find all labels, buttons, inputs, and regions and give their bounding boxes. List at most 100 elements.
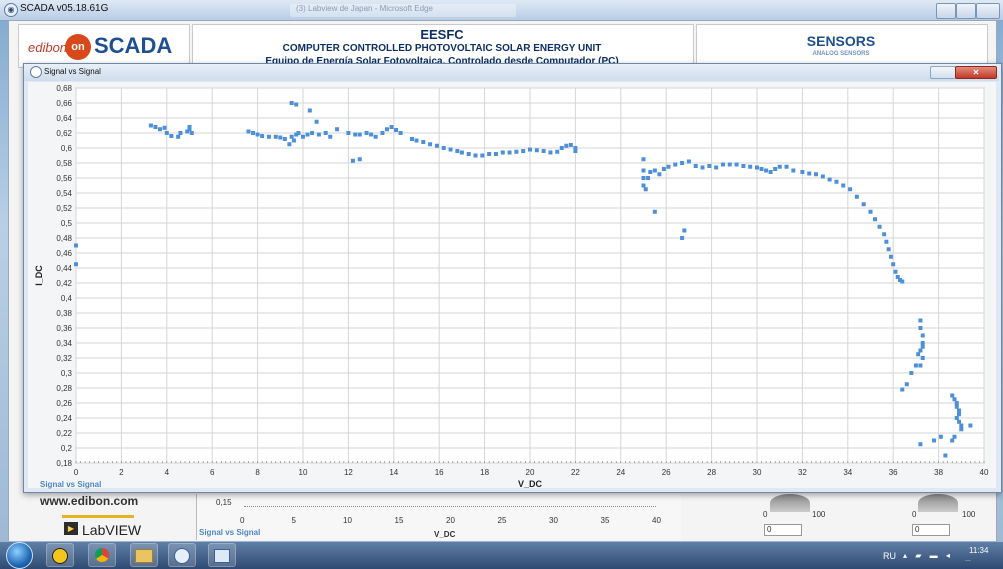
lower-x-axis <box>244 506 656 507</box>
lower-x-tick-label: 10 <box>343 516 352 525</box>
dial-1[interactable] <box>770 494 810 512</box>
data-point <box>328 134 333 139</box>
x-tick-label: 14 <box>389 468 398 477</box>
popup-titlebar[interactable] <box>24 64 999 81</box>
taskbar-chrome[interactable] <box>88 543 116 567</box>
popup-close-button[interactable]: ✕ <box>955 66 997 79</box>
dial-2-value[interactable]: 0 <box>912 524 950 536</box>
data-point <box>950 438 955 443</box>
lower-x-tick-label: 20 <box>446 516 455 525</box>
data-point <box>307 108 312 113</box>
data-point <box>748 164 753 169</box>
data-point <box>768 170 773 174</box>
app-minimize-button[interactable] <box>936 3 956 19</box>
data-point <box>950 393 955 398</box>
x-tick-label: 38 <box>934 468 943 477</box>
taskbar-explorer[interactable] <box>130 543 158 567</box>
lower-x-tick-label: 5 <box>291 516 296 525</box>
taskbar-window[interactable] <box>208 543 236 567</box>
data-point <box>938 434 943 439</box>
y-tick-label: 0,42 <box>56 279 72 288</box>
data-point <box>459 150 464 155</box>
app-title: SCADA v05.18.61G <box>20 3 109 14</box>
popup-minimize-button[interactable] <box>930 66 956 79</box>
data-point <box>834 179 839 184</box>
data-point <box>682 228 687 233</box>
data-point <box>564 143 569 148</box>
data-point <box>755 165 759 170</box>
data-point <box>641 168 646 173</box>
data-point <box>932 438 937 443</box>
data-point <box>534 148 539 153</box>
data-point <box>353 132 358 137</box>
x-tick-label: 34 <box>843 468 852 477</box>
x-tick-label: 32 <box>798 468 807 477</box>
x-tick-label: 36 <box>889 468 898 477</box>
taskbar-scada[interactable] <box>168 543 196 567</box>
data-point <box>507 150 512 155</box>
y-tick-label: 0,48 <box>56 234 72 243</box>
start-button[interactable] <box>6 542 33 569</box>
plot-legend[interactable]: Signal vs Signal <box>40 480 102 489</box>
data-point <box>904 382 909 387</box>
data-point <box>260 134 265 138</box>
data-point <box>909 371 914 375</box>
popup-title: Signal vs Signal <box>44 67 101 76</box>
data-point <box>434 143 439 148</box>
data-point <box>487 152 492 156</box>
x-tick-label: 16 <box>435 468 444 477</box>
dial-1-min: 0 <box>763 510 768 519</box>
data-point <box>493 152 498 156</box>
data-point <box>178 131 183 135</box>
tray-language[interactable]: RU <box>883 551 896 561</box>
app-maximize-button[interactable] <box>956 3 976 19</box>
data-point <box>323 131 328 135</box>
popup-window-icon <box>30 66 42 78</box>
tray-icons[interactable]: ▴ ▰ ▬ ◂ <box>903 551 953 560</box>
labview-logo-text: LabVIEW <box>82 522 142 538</box>
y-tick-label: 0,36 <box>56 324 72 333</box>
data-point <box>357 132 362 137</box>
data-point <box>289 134 294 139</box>
data-point <box>466 152 471 156</box>
data-point <box>187 125 192 129</box>
data-point <box>346 131 351 135</box>
data-point <box>680 161 685 165</box>
dial-1-max: 100 <box>812 510 826 519</box>
data-point <box>189 131 194 135</box>
data-point <box>641 157 646 162</box>
data-point <box>898 278 903 282</box>
data-point <box>398 131 403 135</box>
data-point <box>727 162 732 167</box>
data-point <box>294 102 299 107</box>
data-point <box>646 176 651 180</box>
dial-1-value[interactable]: 0 <box>764 524 802 536</box>
tray-clock[interactable]: 11:34 <box>969 546 989 555</box>
dial-2-max: 100 <box>962 510 976 519</box>
data-point <box>641 183 646 188</box>
app-close-button[interactable] <box>976 3 1000 19</box>
edibon-logo-text: edibon <box>28 40 68 55</box>
scatter-chart: 0 2 4 6 8 10 12 14 16 18 20 22 24 26 28 30 32 34 36 38 400,1… <box>34 84 989 488</box>
blurred-tab[interactable]: (3) Labview de Japan - Microsoft Edge <box>290 4 516 17</box>
lower-plot <box>196 494 681 540</box>
data-point <box>541 149 546 153</box>
x-axis-label: V_DC <box>518 479 543 488</box>
data-point <box>741 164 746 168</box>
analog-sensors-subtitle: ANALOG SENSORS <box>812 51 870 57</box>
dial-2[interactable] <box>918 494 958 512</box>
data-point <box>777 164 782 169</box>
data-point <box>943 453 948 458</box>
data-point <box>164 131 169 135</box>
taskbar-app-1[interactable] <box>46 543 74 567</box>
x-tick-label: 4 <box>165 468 170 477</box>
data-point <box>673 162 678 167</box>
lower-x-tick-label: 0 <box>240 516 245 525</box>
data-point <box>153 125 158 129</box>
data-point <box>884 239 889 244</box>
data-point <box>848 187 853 192</box>
data-point <box>282 137 287 141</box>
data-point <box>187 127 192 132</box>
data-point <box>528 147 532 152</box>
data-point <box>764 168 769 173</box>
